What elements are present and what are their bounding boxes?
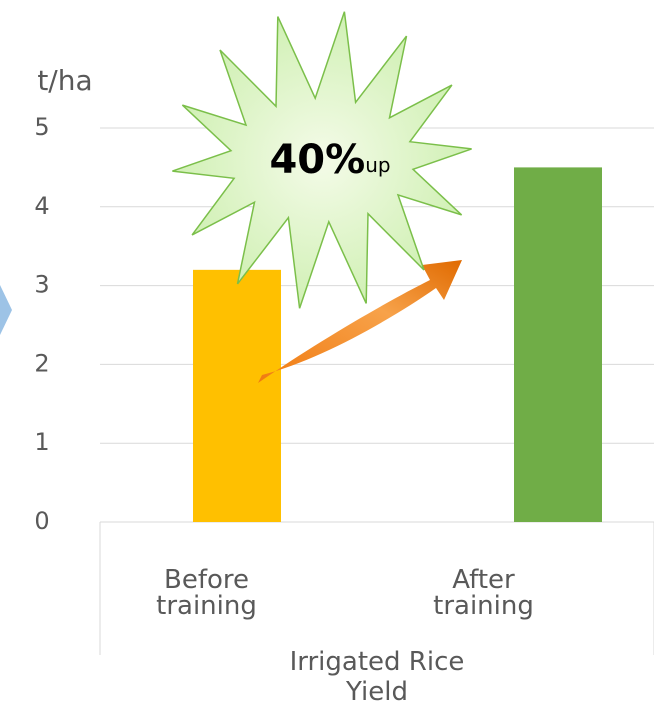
- starburst: [172, 11, 472, 309]
- x-tick-label: Before training: [156, 565, 257, 621]
- group-label: Irrigated Rice Yield: [290, 647, 465, 707]
- annotation: 40%: [269, 137, 365, 183]
- bar: [193, 269, 281, 522]
- x-tick-label: After training: [433, 565, 534, 621]
- y-tick-label: 0: [34, 507, 49, 535]
- annotation-suffix: up: [365, 153, 390, 177]
- side-shape: [0, 285, 12, 335]
- y-tick-label: 3: [34, 271, 49, 299]
- y-tick-label: 1: [34, 428, 49, 456]
- y-tick-label: 5: [34, 113, 49, 141]
- bar: [514, 167, 602, 522]
- y-tick-label: 4: [34, 192, 49, 220]
- y-tick-label: 2: [34, 349, 49, 377]
- annotation-group: 40%up: [269, 137, 390, 183]
- y-axis-label: t/ha: [37, 64, 92, 97]
- arrow: [258, 260, 462, 383]
